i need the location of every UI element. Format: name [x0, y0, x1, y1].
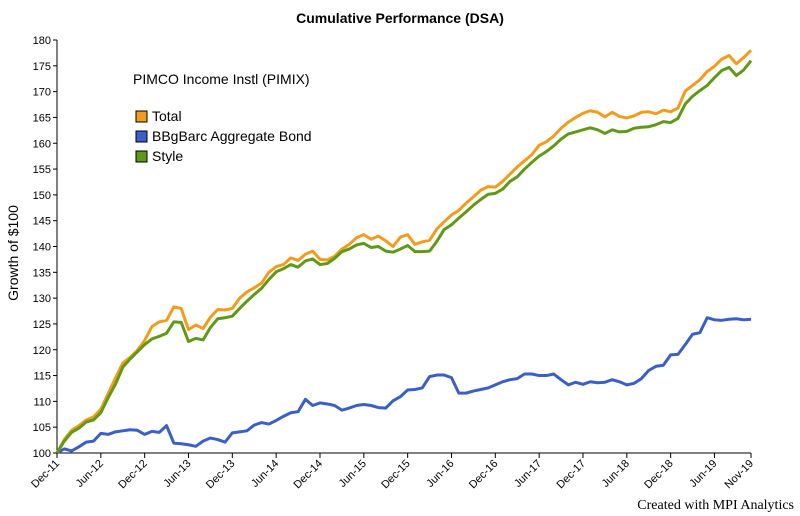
- y-tick-label: 105: [33, 422, 51, 434]
- y-tick-label: 150: [33, 190, 51, 202]
- x-tick-label: Dec-11: [29, 458, 62, 491]
- x-tick-label: Jun-13: [161, 458, 193, 490]
- y-tick-label: 170: [33, 87, 51, 99]
- y-tick-label: 120: [33, 345, 51, 357]
- x-axis: Dec-11 Jun-12 Dec-12 Jun-13 Dec-13 Jun-14 Dec-…: [29, 452, 757, 492]
- x-tick-label: Dec-13: [204, 458, 238, 492]
- y-tick-label: 180: [33, 35, 51, 47]
- y-tick-label: 175: [33, 61, 51, 73]
- legend-swatch-0: [135, 110, 148, 123]
- legend-swatch-1: [135, 130, 148, 143]
- y-tick-label: 160: [33, 138, 51, 150]
- series-lines: [55, 49, 753, 455]
- legend-label-1: BBgBarc Aggregate Bond: [152, 128, 312, 144]
- y-tick-label: 165: [33, 112, 51, 124]
- y-tick-label: 145: [33, 216, 51, 228]
- legend: PIMCO Income Instl (PIMIX) Total BBgBarc …: [133, 71, 312, 164]
- x-tick-label: Jun-14: [249, 458, 281, 490]
- y-tick-label: 155: [33, 164, 51, 176]
- series-line-0: [55, 49, 753, 454]
- y-axis-label: Growth of $100: [5, 205, 21, 301]
- legend-label-0: Total: [152, 108, 182, 124]
- x-tick-label: Jun-15: [337, 458, 369, 490]
- series-line-1: [56, 316, 752, 455]
- x-tick-label: Jun-12: [74, 458, 106, 490]
- y-tick-label: 110: [33, 396, 51, 408]
- legend-fund-name: PIMCO Income Instl (PIMIX): [133, 71, 310, 87]
- chart-title: Cumulative Performance (DSA): [296, 10, 504, 26]
- x-tick-label: Jun-16: [424, 458, 456, 490]
- x-tick-label: Jun-17: [512, 458, 544, 490]
- y-axis: 100 105 110 115 120 125 130 135 140 145 150 155 160 1…: [33, 35, 58, 460]
- y-tick-label: 130: [33, 293, 51, 305]
- y-tick-label: 135: [33, 267, 51, 279]
- footer-credit: Created with MPI Analytics: [637, 498, 794, 513]
- series-line-2: [55, 59, 753, 454]
- y-tick-label: 100: [33, 448, 51, 460]
- x-tick-label: Jun-19: [687, 458, 719, 490]
- legend-label-2: Style: [152, 148, 183, 164]
- y-tick-label: 140: [33, 242, 51, 254]
- y-tick-label: 125: [33, 319, 51, 331]
- x-tick-label: Dec-15: [379, 458, 413, 492]
- y-tick-label: 115: [33, 371, 51, 383]
- legend-swatch-2: [135, 150, 148, 163]
- x-tick-label: Dec-12: [116, 458, 150, 492]
- x-tick-label: Dec-14: [292, 458, 326, 492]
- x-tick-label: Dec-16: [467, 458, 501, 492]
- x-tick-label: Jun-18: [600, 458, 632, 490]
- x-tick-label: Nov-19: [723, 458, 757, 492]
- x-tick-label: Dec-17: [555, 458, 589, 492]
- x-tick-label: Dec-18: [642, 458, 676, 492]
